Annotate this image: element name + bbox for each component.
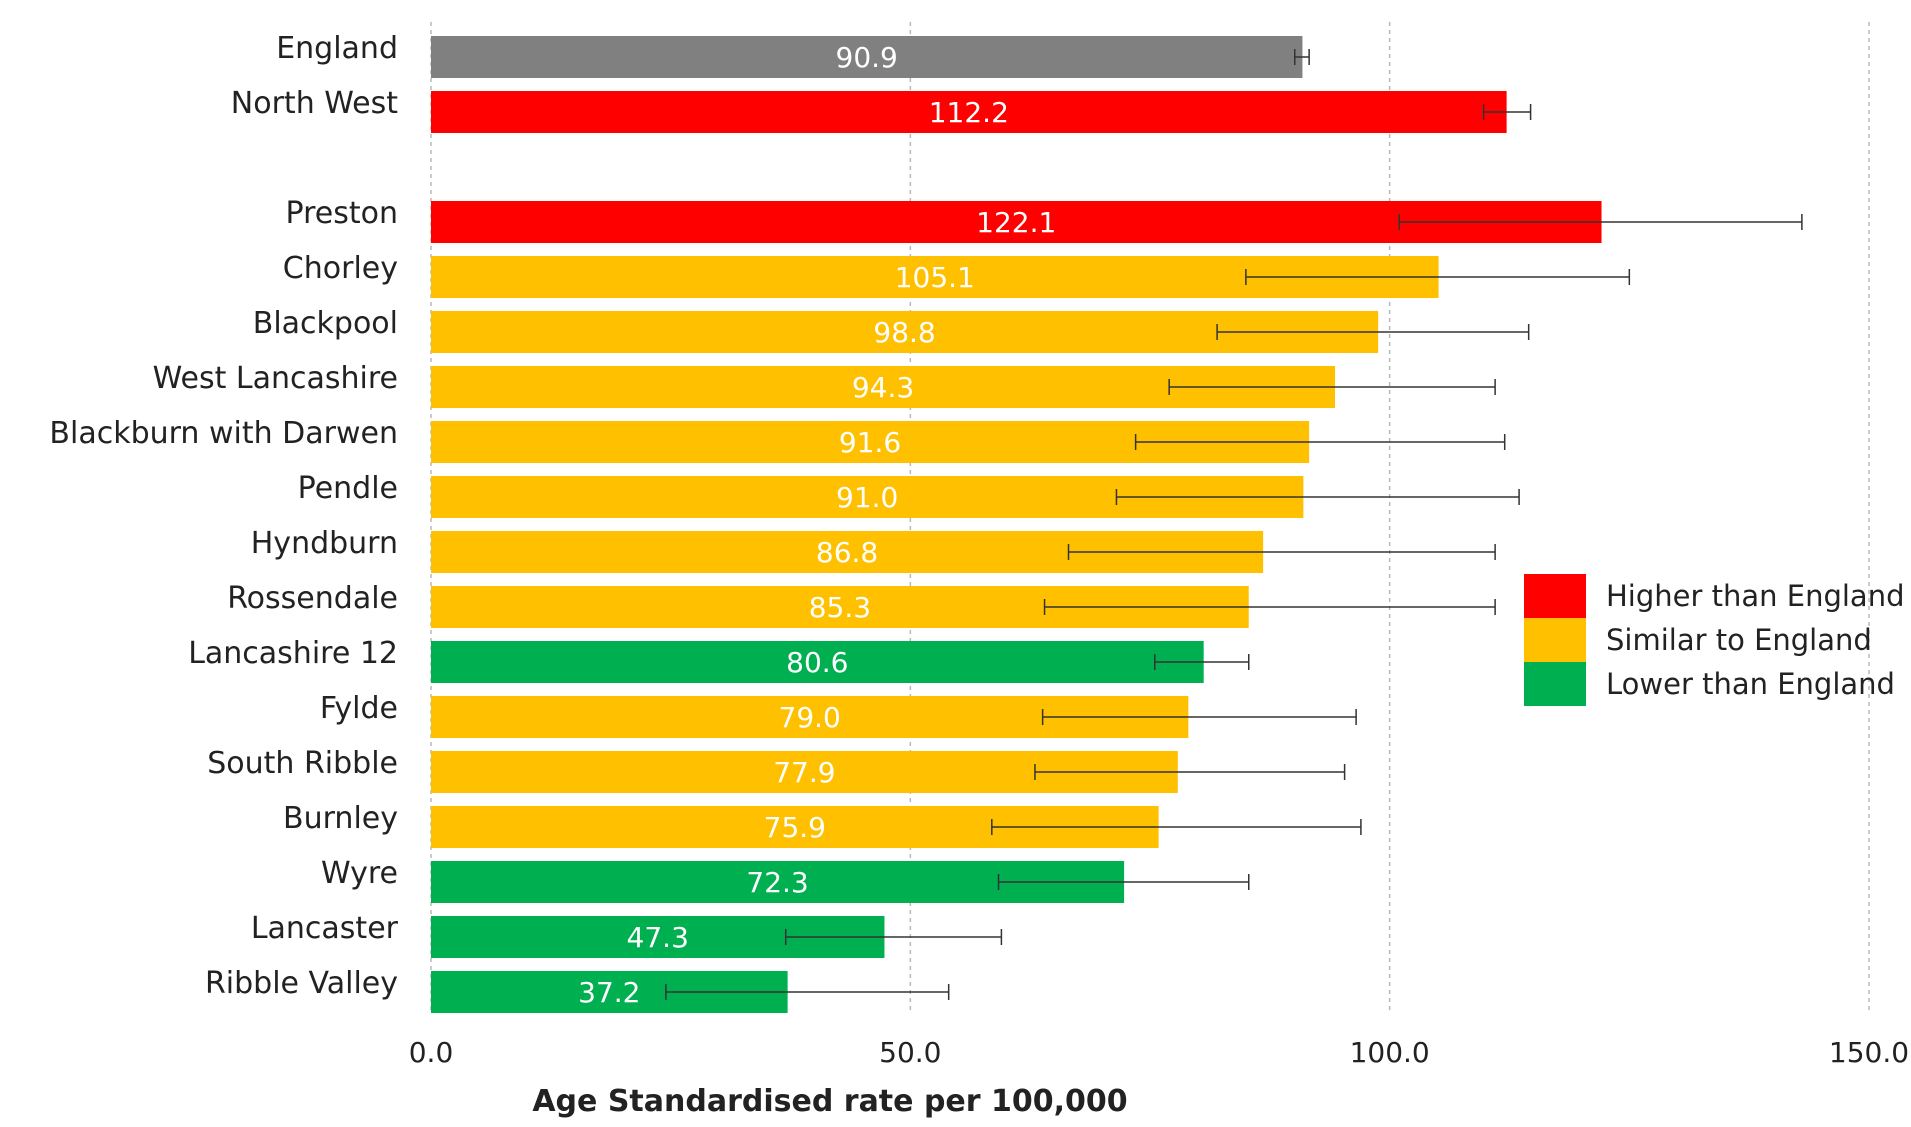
error-bar bbox=[1482, 104, 1532, 120]
error-bar bbox=[1034, 764, 1346, 780]
category-label: Blackpool bbox=[253, 306, 398, 341]
data-label: 85.3 bbox=[809, 591, 871, 624]
data-label: 91.0 bbox=[836, 481, 898, 514]
error-bar bbox=[1043, 599, 1496, 615]
bars-group bbox=[431, 36, 1602, 1013]
data-label: 72.3 bbox=[746, 866, 808, 899]
data-label: 37.2 bbox=[578, 976, 640, 1009]
x-tick-label: 0.0 bbox=[409, 1036, 454, 1069]
x-axis-title: Age Standardised rate per 100,000 bbox=[532, 1084, 1127, 1119]
legend: Higher than England Similar to England Low… bbox=[1524, 574, 1904, 706]
category-label: England bbox=[276, 31, 398, 66]
category-label: Ribble Valley bbox=[205, 966, 398, 1001]
error-bar bbox=[1041, 709, 1357, 725]
x-tick-label: 50.0 bbox=[879, 1036, 941, 1069]
category-labels-group: England North West Preston Chorley Blackpool… bbox=[49, 31, 398, 1001]
data-label: 86.8 bbox=[816, 536, 878, 569]
data-label: 94.3 bbox=[852, 371, 914, 404]
x-tick-label: 150.0 bbox=[1829, 1036, 1909, 1069]
category-label: North West bbox=[231, 86, 398, 121]
error-bars-group bbox=[665, 49, 1803, 1000]
legend-swatch bbox=[1524, 574, 1586, 618]
category-label: Rossendale bbox=[227, 581, 398, 616]
data-label: 122.1 bbox=[976, 206, 1056, 239]
legend-swatch bbox=[1524, 618, 1586, 662]
category-label: West Lancashire bbox=[153, 361, 398, 396]
category-label: Fylde bbox=[320, 691, 398, 726]
category-label: Lancashire 12 bbox=[188, 636, 398, 671]
error-bar bbox=[784, 929, 1003, 945]
data-label: 47.3 bbox=[627, 921, 689, 954]
error-bar bbox=[991, 819, 1362, 835]
error-bar bbox=[997, 874, 1250, 890]
data-label: 91.6 bbox=[839, 426, 901, 459]
data-label: 98.8 bbox=[873, 316, 935, 349]
legend-label: Similar to England bbox=[1606, 623, 1872, 657]
category-label: Wyre bbox=[321, 856, 398, 891]
category-label: Lancaster bbox=[251, 911, 399, 946]
category-label: Blackburn with Darwen bbox=[49, 416, 398, 451]
data-label: 105.1 bbox=[895, 261, 975, 294]
data-label: 75.9 bbox=[764, 811, 826, 844]
bar bbox=[431, 641, 1204, 683]
legend-label: Higher than England bbox=[1606, 579, 1904, 613]
legend-label: Lower than England bbox=[1606, 667, 1895, 701]
category-label: Burnley bbox=[283, 801, 398, 836]
error-bar bbox=[1245, 269, 1631, 285]
error-bar bbox=[1294, 49, 1310, 65]
bar bbox=[431, 36, 1303, 78]
data-label: 77.9 bbox=[773, 756, 835, 789]
category-label: Pendle bbox=[298, 471, 398, 506]
error-bar bbox=[665, 984, 950, 1000]
category-label: Hyndburn bbox=[251, 526, 398, 561]
x-tick-labels-group: 0.0 50.0 100.0 150.0 bbox=[409, 1036, 1909, 1069]
category-label: Preston bbox=[286, 196, 398, 231]
data-label: 80.6 bbox=[786, 646, 848, 679]
data-label: 79.0 bbox=[779, 701, 841, 734]
error-bar bbox=[1067, 544, 1496, 560]
error-bar bbox=[1168, 379, 1496, 395]
error-bar bbox=[1134, 434, 1506, 450]
x-tick-label: 100.0 bbox=[1350, 1036, 1430, 1069]
error-bar bbox=[1115, 489, 1520, 505]
category-label: South Ribble bbox=[207, 746, 398, 781]
data-label: 112.2 bbox=[929, 96, 1009, 129]
error-bar bbox=[1216, 324, 1530, 340]
data-label: 90.9 bbox=[836, 41, 898, 74]
error-bar bbox=[1398, 214, 1803, 230]
legend-swatch bbox=[1524, 662, 1586, 706]
error-bar bbox=[1154, 654, 1250, 670]
category-label: Chorley bbox=[283, 251, 398, 286]
bar bbox=[431, 91, 1507, 133]
